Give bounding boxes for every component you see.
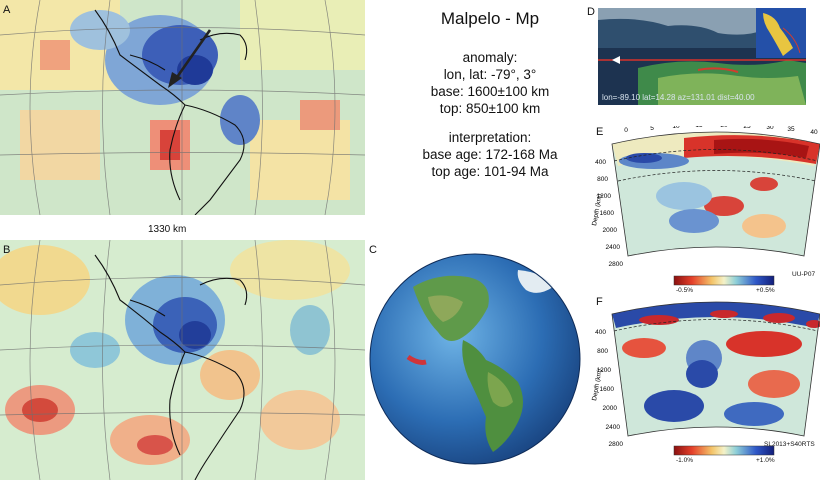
interpretation-top-age: top age: 101-94 Ma: [431, 164, 549, 179]
anomaly-base: base: 1600±100 km: [430, 84, 550, 99]
section-e-depth-tick: 2800: [609, 261, 624, 268]
section-e-top-tick: 40: [810, 129, 818, 136]
anomaly-info: Malpelo - Mp anomaly: lon, lat: -79°, 3°…: [395, 10, 585, 180]
anomaly-top: top: 850±100 km: [439, 101, 541, 116]
tomography-map-b: B: [0, 240, 365, 480]
location-inset-map: lon=-89.10 lat=14.28 az=131.01 dist=40.0…: [598, 8, 806, 105]
section-e-colorbar-min: -0.5%: [676, 287, 693, 294]
panel-label-d: D: [587, 6, 595, 18]
interpretation-base-age: base age: 172-168 Ma: [422, 147, 558, 162]
cross-section-e: 0 5 10 15 20 25 30 35 40 400 800 1200 16…: [584, 122, 821, 298]
section-e-top-tick: 30: [766, 126, 774, 131]
panel-label-c: C: [369, 244, 377, 256]
section-e-top-tick: 15: [695, 126, 703, 129]
anomaly-heading: anomaly:: [462, 50, 518, 65]
tomography-map-a: A: [0, 0, 365, 215]
section-e-depth-tick: 2400: [606, 244, 621, 251]
panel-label-f: F: [596, 296, 603, 308]
section-e-top-tick: 35: [787, 126, 795, 133]
inset-coordinate-readout: lon=-89.10 lat=14.28 az=131.01 dist=40.0…: [602, 93, 755, 102]
anomaly-lonlat: lon, lat: -79°, 3°: [443, 67, 537, 82]
section-e-colorbar-max: +0.5%: [756, 287, 775, 294]
section-f-depth-tick: 1200: [597, 367, 612, 374]
section-f-model-label: SL2013+S40RTS: [764, 441, 815, 448]
section-f-depth-tick: 400: [595, 329, 606, 336]
section-f-depth-tick: 2400: [606, 424, 621, 431]
globe-reconstruction: [368, 252, 583, 467]
section-f-depth-tick: 2000: [603, 405, 618, 412]
section-e-depth-tick: 800: [597, 176, 608, 183]
section-e-top-tick: 0: [624, 127, 628, 134]
section-e-depth-tick: 400: [595, 159, 606, 166]
section-e-model-label: UU-P07: [792, 271, 816, 278]
section-f-depth-tick: 2800: [609, 441, 624, 448]
section-e-depth-tick: 1600: [600, 210, 615, 217]
scale-bar-label: 1330 km: [148, 224, 187, 235]
interpretation-heading: interpretation:: [448, 130, 532, 145]
section-e-depth-tick: 1200: [597, 193, 612, 200]
section-f-depth-tick: 1600: [600, 386, 615, 393]
section-e-depth-tick: 2000: [603, 227, 618, 234]
panel-label-a: A: [3, 4, 11, 16]
section-f-depth-tick: 800: [597, 348, 608, 355]
section-f-colorbar-max: +1.0%: [756, 457, 775, 464]
section-e-top-tick: 10: [672, 126, 680, 130]
panel-label-b: B: [3, 244, 11, 256]
section-f-depth-axis-label: Depth (km): [591, 368, 603, 401]
section-e-top-tick: 25: [743, 126, 751, 130]
anomaly-title: Malpelo - Mp: [440, 9, 540, 28]
section-f-colorbar-min: -1.0%: [676, 457, 693, 464]
section-e-top-tick: 20: [720, 126, 728, 129]
section-e-top-tick: 5: [650, 126, 654, 132]
panel-label-e: E: [596, 126, 604, 138]
cross-section-f: 400 800 1200 1600 2000 2400 2800 Depth (…: [584, 296, 822, 468]
